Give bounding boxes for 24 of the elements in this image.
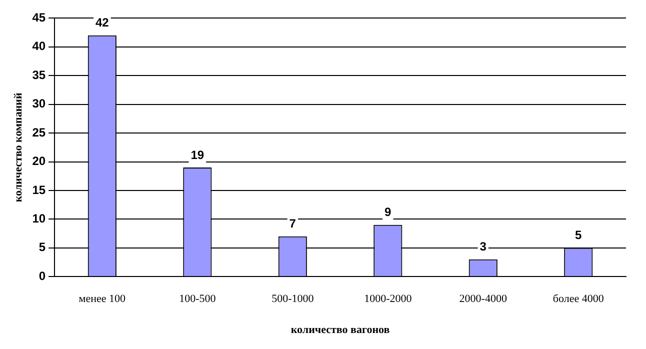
y-tick-label: 20 [32, 154, 46, 168]
x-tick-label: 500-1000 [272, 293, 314, 306]
x-tick-label: 2000-4000 [459, 293, 508, 306]
x-tick-label: 1000-2000 [364, 293, 412, 306]
x-tick-label: менее 100 [78, 293, 126, 306]
data-label: 19 [190, 148, 204, 162]
y-tick-label: 30 [32, 96, 46, 111]
y-axis-title: количество компаний [12, 92, 24, 202]
y-tick-label: 40 [32, 39, 46, 54]
data-label: 5 [575, 228, 582, 242]
data-label: 42 [95, 16, 110, 30]
y-tick-label: 25 [32, 125, 46, 140]
x-tick-label: 100-500 [179, 293, 216, 306]
data-label: 7 [289, 216, 296, 231]
y-tick-label: 5 [38, 240, 46, 254]
x-axis-title: количество вагонов [290, 324, 390, 336]
x-tick-label: более 4000 [552, 293, 604, 306]
y-tick-label: 35 [32, 68, 46, 82]
data-label: 9 [384, 205, 392, 220]
y-tick-label: 45 [32, 10, 46, 25]
data-label: 3 [480, 240, 487, 254]
y-tick-label: 10 [32, 211, 46, 226]
y-tick-label: 15 [32, 182, 46, 197]
y-tick-label: 0 [38, 268, 46, 283]
